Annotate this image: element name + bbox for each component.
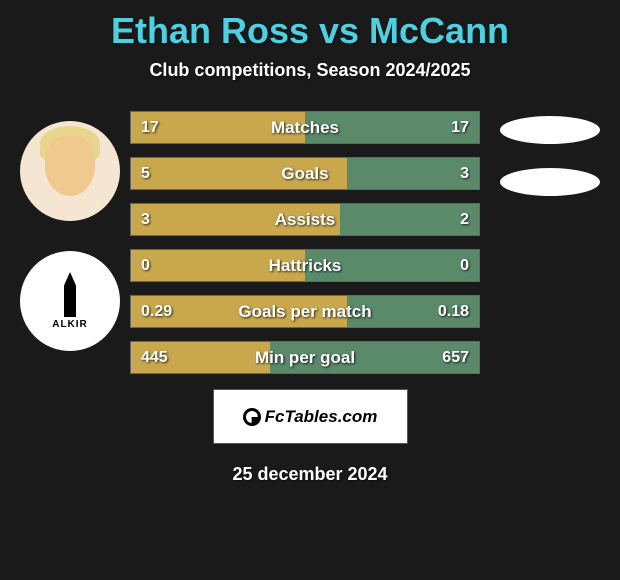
stat-value-left: 0.29: [141, 303, 172, 321]
ellipse-decoration: [500, 168, 600, 196]
stat-label: Goals per match: [238, 302, 371, 322]
page-title: Ethan Ross vs McCann: [0, 0, 620, 52]
stat-value-left: 0: [141, 257, 150, 275]
stat-value-right: 657: [442, 349, 469, 367]
stat-row: 3 Assists 2: [130, 203, 480, 236]
stat-value-left: 445: [141, 349, 168, 367]
stat-label: Hattricks: [269, 256, 342, 276]
stat-value-right: 0.18: [438, 303, 469, 321]
club-logo: ALKIR: [20, 251, 120, 351]
stat-label: Matches: [271, 118, 339, 138]
stat-label: Assists: [275, 210, 335, 230]
stat-label: Min per goal: [255, 348, 355, 368]
stat-row: 445 Min per goal 657: [130, 341, 480, 374]
club-logo-text: ALKIR: [52, 319, 88, 330]
player-avatar: [20, 121, 120, 221]
stat-value-right: 3: [460, 165, 469, 183]
stats-bars: 17 Matches 17 5 Goals 3 3 Assists 2 0 Ha…: [130, 111, 490, 374]
bar-right-fill: [340, 204, 479, 235]
footer-brand-box: FcTables.com: [213, 389, 408, 444]
stat-row: 17 Matches 17: [130, 111, 480, 144]
ball-icon: [243, 408, 261, 426]
stat-value-left: 3: [141, 211, 150, 229]
stat-value-right: 2: [460, 211, 469, 229]
stat-value-left: 17: [141, 119, 159, 137]
stat-row: 5 Goals 3: [130, 157, 480, 190]
footer-brand-logo: FcTables.com: [243, 407, 378, 427]
stat-value-right: 17: [451, 119, 469, 137]
date-label: 25 december 2024: [0, 464, 620, 485]
stat-value-left: 5: [141, 165, 150, 183]
comparison-content: ALKIR 17 Matches 17 5 Goals 3 3 Assists …: [0, 111, 620, 374]
right-column: [490, 111, 610, 374]
ellipse-decoration: [500, 116, 600, 144]
stat-row: 0 Hattricks 0: [130, 249, 480, 282]
stat-row: 0.29 Goals per match 0.18: [130, 295, 480, 328]
subtitle: Club competitions, Season 2024/2025: [0, 60, 620, 81]
left-column: ALKIR: [10, 111, 130, 374]
stat-label: Goals: [281, 164, 328, 184]
stat-value-right: 0: [460, 257, 469, 275]
